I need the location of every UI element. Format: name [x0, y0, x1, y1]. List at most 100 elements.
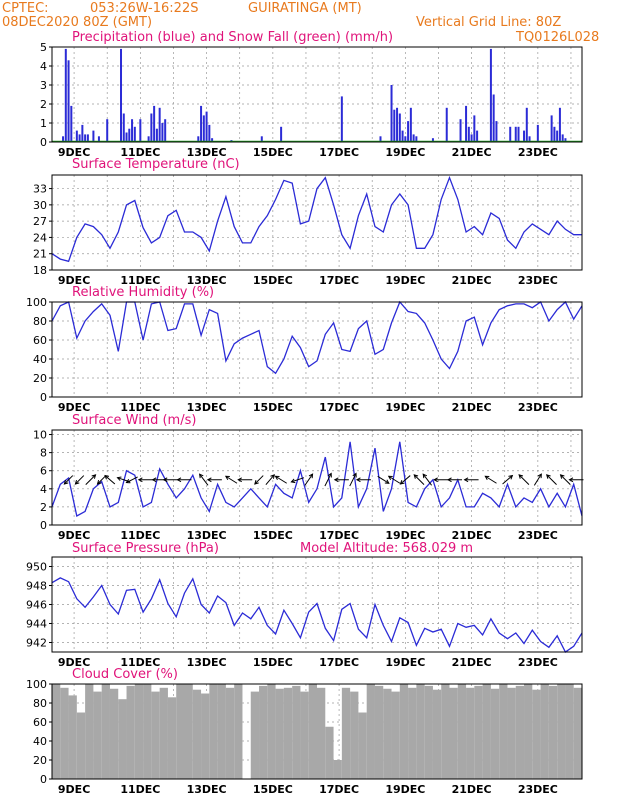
temperature-xtick-label: 11DEC	[120, 274, 160, 287]
pressure-xtick-label: 21DEC	[452, 656, 492, 669]
precip-bar	[260, 136, 263, 142]
precip-bar	[197, 136, 200, 142]
header-run: 08DEC2020 80Z (GMT)	[2, 15, 152, 30]
precip-bar	[70, 105, 73, 142]
wind-arrow-head	[74, 479, 80, 485]
humidity-xtick-label: 19DEC	[385, 401, 425, 414]
humidity-xtick-label: 21DEC	[452, 401, 492, 414]
wind-ytick-label: 8	[40, 447, 47, 460]
cloud-bar	[557, 684, 566, 779]
wind-arrow-head	[162, 477, 168, 483]
cloud-bar	[441, 684, 450, 779]
cloud-bar	[548, 685, 558, 779]
wind-arrow-head	[308, 473, 314, 479]
pressure-xtick-label: 13DEC	[187, 656, 227, 669]
pressure-xtick-label: 23DEC	[518, 656, 558, 669]
pressure-xtick-label: 11DEC	[120, 656, 160, 669]
wind-arrow	[85, 474, 97, 486]
wind-arrow	[545, 474, 557, 486]
humidity-line	[51, 300, 583, 375]
wind-panel: 0 2 4 6 8 10 9DEC 11DEC 13DEC 15DEC 17DEC 19DEC 21DE…	[33, 429, 584, 542]
cloud-bar	[134, 684, 144, 779]
wind-arrow-shaft	[265, 474, 275, 485]
cloud-bar	[358, 712, 367, 779]
precip-bar	[120, 48, 123, 142]
wind-arrow	[63, 475, 74, 485]
header-model: TQ0126L028	[515, 30, 599, 45]
cloud-bar	[399, 684, 409, 779]
wind-arrow	[387, 475, 401, 484]
wind-arrow-shaft	[199, 473, 209, 486]
header-grid-note: Vertical Grid Line: 80Z	[416, 15, 561, 30]
cloud-title: Cloud Cover (%)	[72, 667, 178, 682]
precip-bar	[390, 85, 393, 142]
precip-bar	[67, 60, 70, 142]
wind-arrow	[198, 473, 209, 486]
precip-bar	[379, 136, 382, 142]
wind-arrow-shaft	[400, 475, 411, 485]
wind-arrow	[74, 475, 85, 485]
wind-arrow-shaft	[413, 474, 425, 486]
cloud-bar	[184, 684, 193, 779]
precip-bar	[396, 107, 399, 142]
precip-ytick-label: 2	[40, 98, 47, 111]
wind-frame	[51, 429, 583, 526]
wind-arrow	[96, 475, 107, 485]
cloud-bar	[151, 691, 160, 779]
precip-bar	[84, 134, 87, 142]
temperature-line	[51, 175, 582, 263]
precip-bar	[553, 126, 556, 142]
wind-arrow-shaft	[349, 473, 357, 487]
wind-arrow-head	[254, 479, 259, 485]
wind-arrow-head	[446, 477, 452, 483]
wind-arrow-shaft	[388, 475, 401, 484]
temperature-frame	[51, 174, 583, 271]
wind-arrow-head	[355, 477, 361, 483]
precip-ytick-label: 3	[40, 79, 47, 92]
cloud-bar	[300, 691, 309, 779]
precip-bar	[476, 130, 479, 142]
precip-bar	[470, 134, 473, 142]
precip-xtick-label: 17DEC	[319, 146, 359, 159]
cloud-bar	[159, 687, 168, 779]
cloud-bar	[416, 684, 425, 779]
precip-bar	[125, 132, 128, 142]
wind-arrow-head	[224, 475, 230, 480]
temperature-title: Surface Temperature (nC)	[72, 157, 240, 172]
precip-ytick-label: 0	[40, 136, 47, 149]
precip-bar	[75, 130, 78, 142]
wind-arrow-shaft	[324, 473, 332, 487]
wind-arrow-shaft	[304, 473, 313, 486]
wind-line	[51, 441, 583, 517]
wind-arrow	[502, 474, 514, 485]
precip-bar	[431, 138, 434, 142]
cloud-ytick-label: 20	[33, 754, 47, 767]
wind-arrow	[206, 477, 222, 483]
header-coords: 053:26W-16:22S	[90, 1, 198, 16]
temperature-ytick-label: 21	[33, 248, 47, 261]
wind-arrow	[533, 473, 542, 486]
wind-arrow	[559, 474, 571, 486]
cloud-bar	[573, 687, 582, 779]
wind-arrow	[446, 477, 463, 483]
cloud-bar	[565, 684, 574, 779]
wind-xtick-label: 9DEC	[58, 529, 90, 542]
wind-arrow-shaft	[126, 476, 138, 484]
wind-arrow	[413, 474, 425, 486]
wind-xtick-label: 21DEC	[452, 529, 492, 542]
wind-arrow	[265, 474, 275, 485]
humidity-xtick-label: 11DEC	[120, 401, 160, 414]
wind-arrow-shaft	[75, 475, 85, 485]
wind-xtick-label: 11DEC	[120, 529, 160, 542]
cloud-bar	[482, 684, 491, 779]
pressure-xtick-label: 17DEC	[319, 656, 359, 669]
wind-arrow-head	[96, 479, 102, 485]
pressure-ytick-label: 944	[26, 618, 47, 631]
cloud-xtick-label: 15DEC	[253, 783, 293, 796]
cloud-ytick-label: 60	[33, 716, 47, 729]
cloud-bar	[449, 687, 458, 779]
wind-arrow-shaft	[85, 474, 96, 486]
cloud-bar	[499, 684, 508, 779]
precip-bar	[523, 130, 526, 142]
